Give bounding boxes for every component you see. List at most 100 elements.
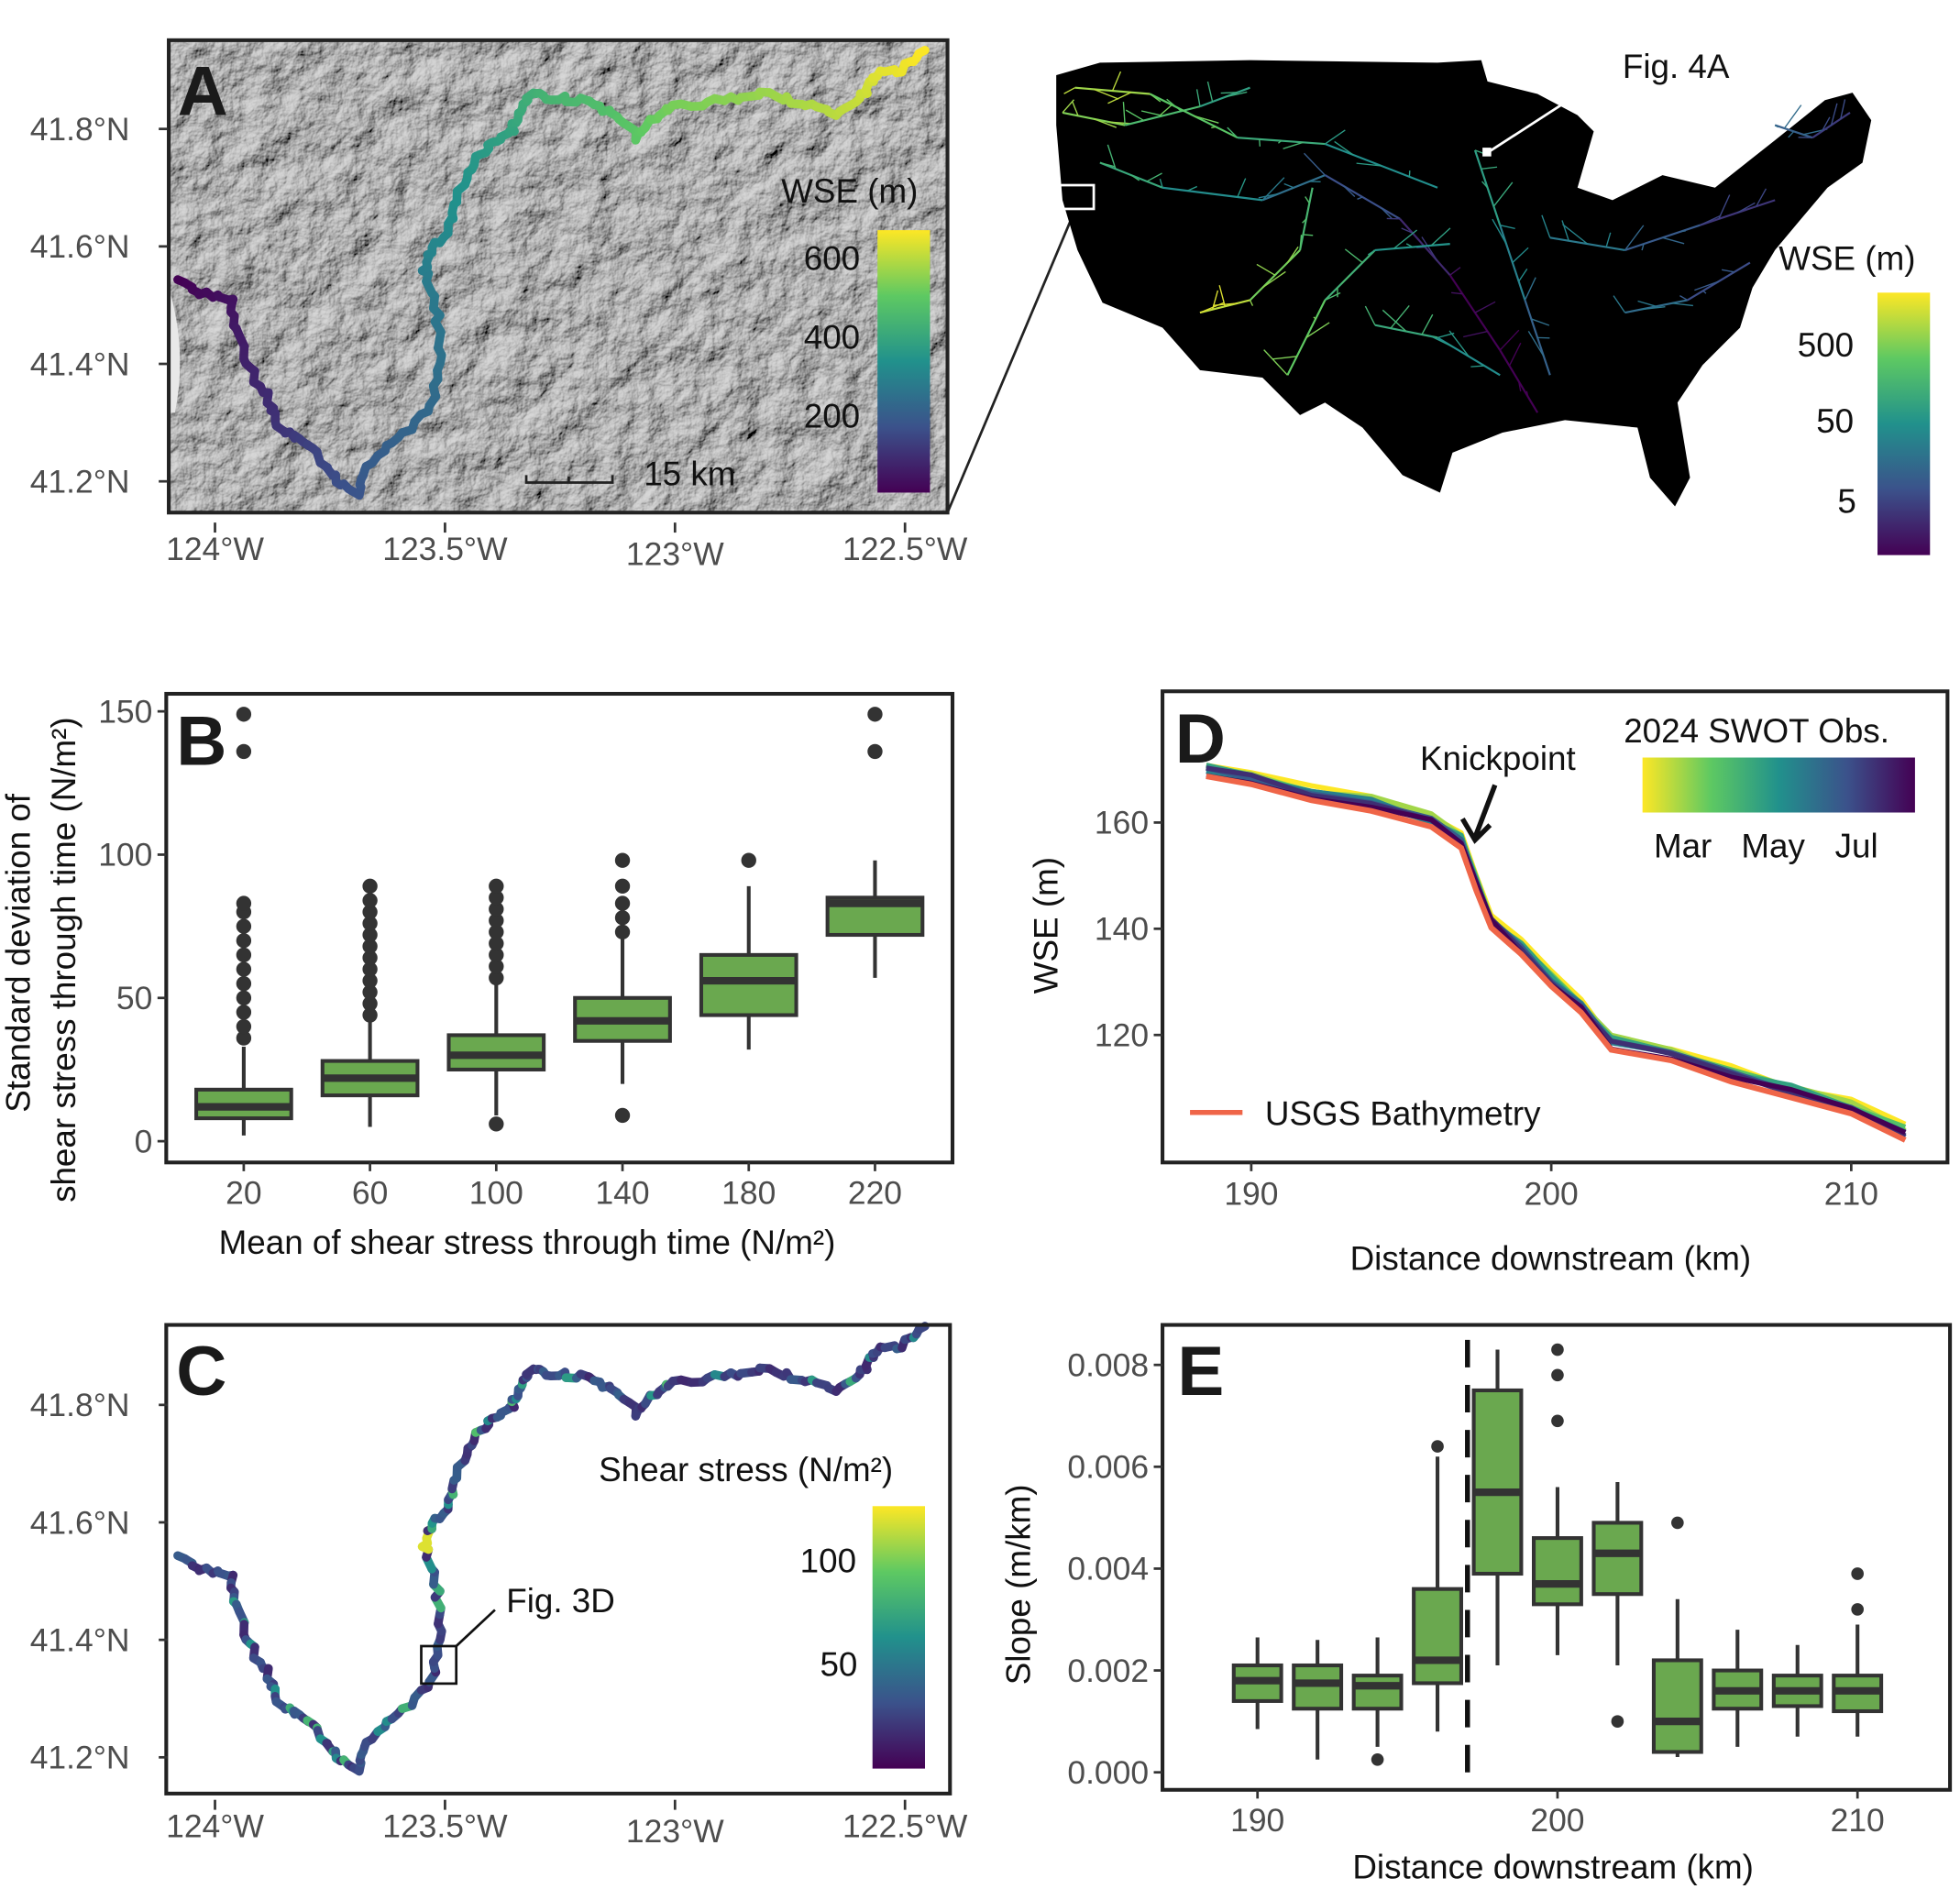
box	[1591, 1481, 1644, 1728]
y-tick-label: 0.006	[1067, 1449, 1149, 1486]
tributary-line	[1499, 329, 1520, 351]
tributary-line	[1700, 214, 1722, 226]
lon-tick-label: 124°W	[166, 1808, 264, 1845]
tributary-line	[1187, 185, 1198, 192]
outlier-point	[614, 910, 631, 926]
tributary-line	[1562, 224, 1589, 245]
fig3d-callout: Fig. 3D	[506, 1582, 615, 1620]
lon-tick-label: 123.5°W	[382, 1808, 508, 1845]
tributary-line	[1227, 126, 1239, 138]
us-wse-tick-500: 500	[1798, 326, 1854, 364]
tributary-line	[1381, 207, 1393, 219]
tributary-line	[1451, 291, 1463, 295]
outlier-point	[362, 1007, 378, 1023]
tributary-line	[1225, 91, 1248, 98]
swot-profile-line	[1206, 763, 1907, 1135]
box	[1531, 1343, 1583, 1655]
y-tick-label: 0.004	[1067, 1551, 1149, 1587]
tributary-line	[1430, 227, 1451, 247]
tributary-line	[1356, 162, 1382, 167]
y-tick-label: 100	[98, 837, 152, 873]
outlier-point	[867, 707, 883, 722]
box-iqr	[1351, 1674, 1404, 1711]
x-tick-label: 190	[1224, 1176, 1278, 1213]
tributary-line	[1303, 234, 1314, 236]
swot-legend-colorbar	[1642, 757, 1915, 813]
shear-tick-50: 50	[820, 1646, 857, 1684]
panel-a-map: A 41.2°N 41.4°N 41.6°N 41.8°N 124°W 123.5°W 12…	[30, 38, 968, 573]
tributary-line	[1541, 214, 1551, 238]
tributary-line	[1474, 301, 1496, 313]
lat-tick-label: 41.4°N	[30, 1621, 130, 1658]
outlier-point	[236, 1030, 252, 1046]
tributary-line	[1367, 249, 1376, 256]
box-iqr	[1412, 1587, 1464, 1686]
swot-profile-line	[1206, 765, 1907, 1138]
box-iqr	[1591, 1521, 1644, 1597]
shear-colorbar	[872, 1506, 926, 1769]
knickpoint-annotation: Knickpoint	[1420, 740, 1576, 777]
fig3d-box	[420, 1644, 458, 1686]
outlier-point	[362, 995, 378, 1012]
tributary-line	[1613, 295, 1626, 313]
outlier-point	[489, 901, 504, 917]
outlier-point	[362, 939, 378, 954]
outlier-point	[489, 924, 504, 940]
tributary-line	[1072, 101, 1079, 116]
outlier-point	[236, 743, 252, 760]
panel-d-xlabel: Distance downstream (km)	[1350, 1240, 1752, 1278]
tributary-line	[1640, 306, 1666, 311]
scale-bar-label: 15 km	[644, 455, 735, 492]
swot-legend-title: 2024 SWOT Obs.	[1624, 712, 1889, 750]
tributary-line	[1500, 224, 1515, 230]
box	[1412, 1440, 1464, 1732]
wse-colorbar	[877, 230, 930, 493]
box	[446, 878, 546, 1132]
outlier-point	[236, 707, 252, 722]
panel-a-axes: 41.2°N 41.4°N 41.6°N 41.8°N 124°W 123.5°W 123°…	[30, 111, 968, 573]
outlier-point	[614, 895, 631, 911]
outlier-point	[362, 916, 378, 931]
tributary-line	[1206, 81, 1214, 103]
tributary-line	[1283, 182, 1294, 189]
panel-label-e: E	[1177, 1333, 1224, 1411]
outlier-point	[236, 990, 252, 1005]
study-area-box	[1058, 183, 1096, 211]
river-wse-path	[173, 45, 930, 500]
tributary-line	[1718, 194, 1731, 220]
tributary-line	[1448, 330, 1470, 357]
tributary-line	[1146, 172, 1162, 182]
outlier-point	[1851, 1603, 1865, 1616]
outlier-point	[362, 961, 378, 977]
y-tick-label: 160	[1095, 805, 1149, 841]
outlier-point	[236, 1005, 252, 1020]
box	[1771, 1644, 1823, 1737]
outlier-point	[1371, 1752, 1384, 1766]
panel-label-a: A	[178, 53, 228, 131]
tributary-line	[1237, 178, 1247, 198]
box-iqr	[1651, 1658, 1703, 1754]
outlier-point	[362, 893, 378, 908]
tributary-line	[1093, 118, 1117, 128]
x-tick-label: 190	[1230, 1802, 1284, 1839]
tributary-line	[1830, 103, 1838, 126]
x-tick-label: 210	[1824, 1176, 1878, 1213]
outlier-point	[489, 947, 504, 963]
x-tick-label: 60	[352, 1174, 388, 1211]
outlier-point	[1611, 1715, 1624, 1728]
tributary-line	[1218, 285, 1226, 307]
outlier-point	[614, 924, 631, 940]
x-tick-label: 180	[721, 1174, 776, 1211]
tributary-line	[1193, 115, 1219, 124]
tributary-line	[1421, 236, 1438, 262]
tributary-line	[1150, 93, 1162, 103]
tributary-line	[1481, 166, 1498, 170]
outlier-point	[362, 927, 378, 943]
tributary-line	[1561, 220, 1569, 241]
tributary-line	[1463, 330, 1488, 338]
panel-b-xlabel: Mean of shear stress through time (N/m²)	[219, 1224, 836, 1261]
tributary-line	[1788, 130, 1795, 138]
outlier-point	[741, 852, 756, 868]
swot-profile-line	[1206, 764, 1907, 1133]
